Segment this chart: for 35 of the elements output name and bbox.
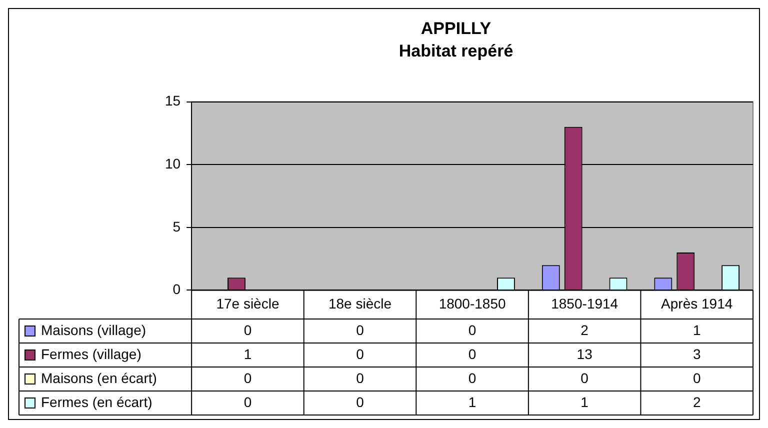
- data-label: 0: [692, 370, 701, 386]
- data-label: 1: [692, 322, 701, 338]
- data-label: 0: [468, 346, 476, 362]
- data-label: 3: [692, 346, 701, 362]
- data-label: 0: [356, 322, 364, 338]
- data-label: 0: [244, 370, 252, 386]
- legend-label: Fermes (en écart): [41, 394, 152, 410]
- data-label: 1: [244, 346, 252, 362]
- data-label: 0: [468, 370, 476, 386]
- data-label: 2: [692, 394, 701, 410]
- data-label: 0: [244, 322, 252, 338]
- data-label: 2: [580, 322, 589, 338]
- data-label: 0: [356, 346, 364, 362]
- data-label: 0: [244, 394, 252, 410]
- chart-title: APPILLY: [420, 18, 492, 38]
- y-tick-label: 15: [164, 92, 181, 109]
- legend-label: Maisons (en écart): [41, 370, 157, 386]
- data-label: 1: [468, 394, 476, 410]
- y-tick-label: 5: [172, 218, 181, 234]
- chart-subtitle: Habitat repéré: [398, 41, 514, 60]
- data-label: 1: [580, 394, 589, 410]
- data-label: 0: [356, 370, 364, 386]
- y-tick-label: 0: [172, 281, 181, 298]
- data-label: 13: [576, 346, 593, 362]
- y-tick-label: 10: [164, 155, 181, 172]
- x-tick-label: 18e siècle: [328, 295, 392, 312]
- data-label: 0: [468, 322, 476, 338]
- legend-label: Maisons (village): [41, 322, 146, 338]
- x-tick-label: 1850-1914: [551, 295, 618, 312]
- x-tick-label: 1800-1850: [438, 295, 506, 312]
- x-tick-label: 17e siècle: [216, 295, 280, 312]
- data-label: 0: [580, 370, 589, 386]
- data-label: 0: [356, 394, 364, 410]
- x-tick-label: Après 1914: [661, 295, 733, 312]
- legend-label: Fermes (village): [41, 346, 142, 362]
